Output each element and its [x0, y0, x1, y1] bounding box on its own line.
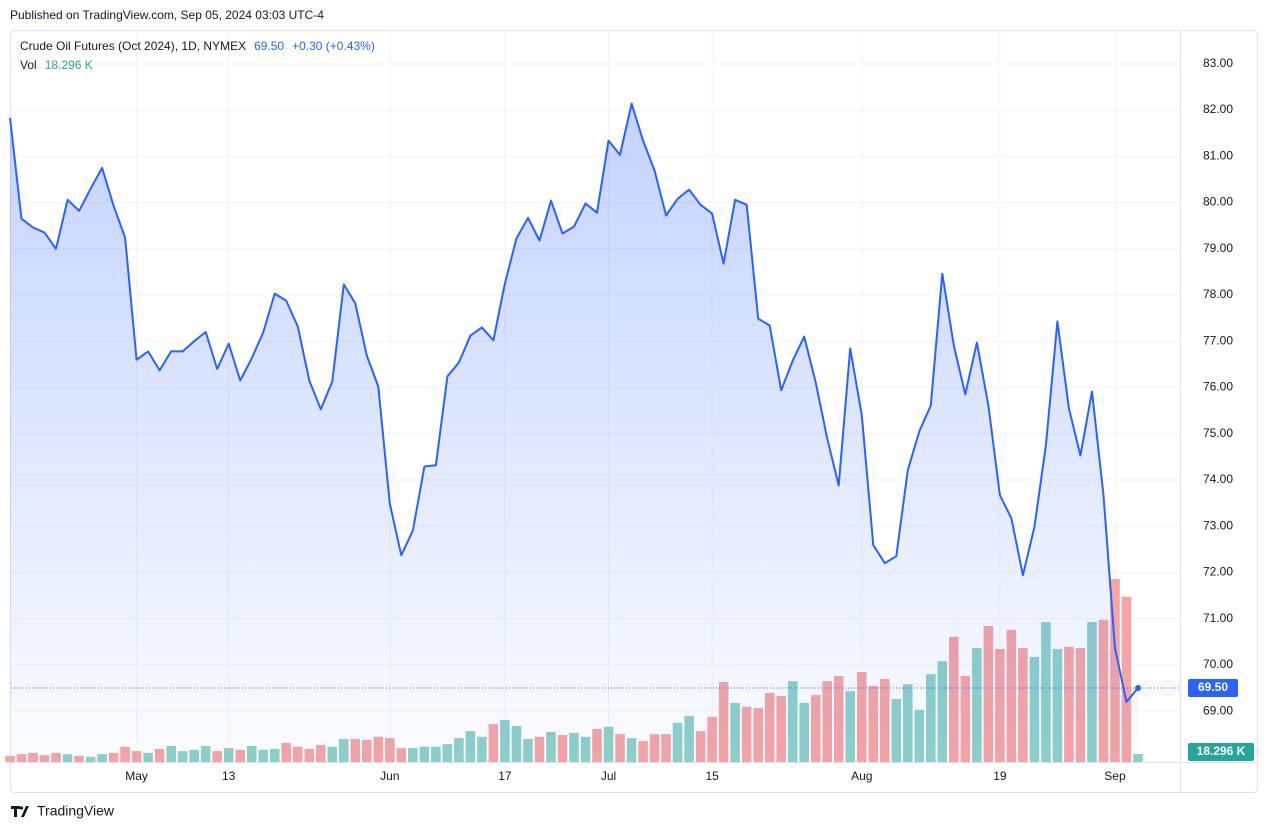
volume-bar [1121, 596, 1132, 762]
last-price: 69.50 [254, 39, 284, 53]
x-tick-label: Jun [380, 769, 399, 783]
price-change: +0.30 (+0.43%) [292, 39, 375, 53]
y-tick-label: 77.00 [1203, 333, 1233, 347]
volume-label: Vol [20, 58, 37, 72]
volume-axis-label: 18.296 K [1197, 744, 1246, 758]
y-tick-label: 70.00 [1203, 657, 1233, 671]
plot-area [5, 31, 1180, 763]
last-price-axis-label: 69.50 [1198, 680, 1228, 694]
logo [11, 806, 29, 817]
y-tick-label: 72.00 [1203, 565, 1233, 579]
y-tick-label: 78.00 [1203, 287, 1233, 301]
volume-legend: Vol 18.296 K [20, 58, 93, 72]
y-tick-label: 75.00 [1203, 426, 1233, 440]
y-tick-label: 71.00 [1203, 611, 1233, 625]
y-tick-label: 74.00 [1203, 472, 1233, 486]
x-tick-label: 15 [705, 769, 719, 783]
price-line [9, 102, 1139, 703]
x-tick-label: Sep [1104, 769, 1126, 783]
volume-badge [1188, 743, 1254, 761]
y-tick-label: 80.00 [1203, 195, 1233, 209]
x-tick-label: Jul [601, 769, 616, 783]
x-tick-label: 17 [498, 769, 512, 783]
x-tick-label: Aug [851, 769, 872, 783]
y-tick-label: 83.00 [1203, 56, 1233, 70]
y-tick-label: 81.00 [1203, 148, 1233, 162]
y-tick-label: 79.00 [1203, 241, 1233, 255]
last-point [1135, 685, 1141, 692]
last-price-badge [1188, 679, 1238, 698]
y-tick-label: 69.00 [1203, 703, 1233, 717]
y-tick-label: 73.00 [1203, 518, 1233, 532]
x-tick-label: 19 [993, 769, 1007, 783]
x-tick-label: 13 [222, 769, 236, 783]
legend-title: Crude Oil Futures (Oct 2024), 1D, NYMEX 6… [20, 39, 375, 53]
y-tick-label: 76.00 [1203, 380, 1233, 394]
volume-value: 18.296 K [45, 58, 93, 72]
brand: TradingView [37, 803, 115, 819]
x-tick-label: May [125, 769, 148, 783]
symbol: Crude Oil Futures (Oct 2024), 1D, NYMEX [20, 39, 246, 53]
price-area [10, 103, 1138, 763]
published-note: Published on TradingView.com, Sep 05, 20… [10, 8, 324, 22]
y-tick-label: 82.00 [1203, 102, 1233, 116]
